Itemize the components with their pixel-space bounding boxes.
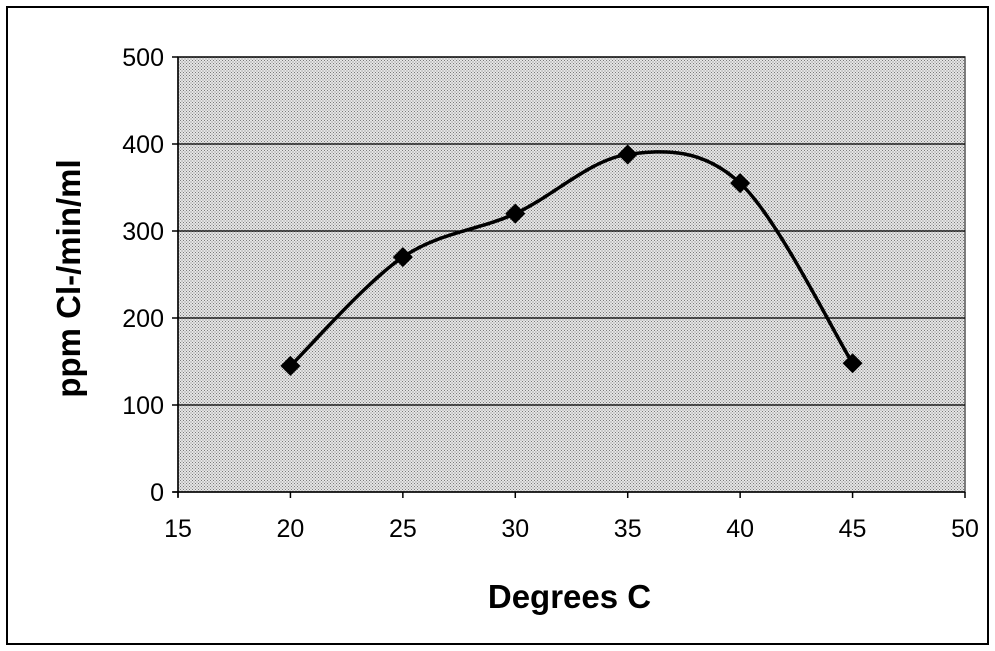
axes (172, 56, 966, 498)
data-point-3 (617, 144, 638, 165)
data-markers (280, 144, 863, 376)
data-point-2 (505, 203, 526, 224)
y-tick-label-2: 200 (122, 305, 164, 333)
y-tick-label-0: 0 (150, 479, 164, 507)
y-tick-labels: 0 100 200 300 400 500 (122, 44, 164, 507)
x-tick-label-7: 50 (951, 515, 979, 543)
x-tick-label-2: 25 (389, 515, 417, 543)
data-point-5 (842, 353, 863, 374)
x-axis-title: Degrees C (488, 578, 651, 615)
y-tick-label-1: 100 (122, 392, 164, 420)
x-tick-label-3: 30 (501, 515, 529, 543)
x-tick-label-1: 20 (277, 515, 305, 543)
chart-frame (6, 6, 989, 645)
plot-area (177, 56, 966, 493)
data-point-0 (280, 355, 301, 376)
series-line (289, 150, 855, 368)
data-point-1 (392, 247, 413, 268)
x-tick-label-5: 40 (726, 515, 754, 543)
x-tick-labels: 15 20 25 30 35 40 45 50 (164, 515, 979, 543)
y-tick-label-3: 300 (122, 218, 164, 246)
x-tick-label-0: 15 (164, 515, 192, 543)
x-tick-label-6: 45 (839, 515, 867, 543)
x-tick-label-4: 35 (614, 515, 642, 543)
gridlines (178, 56, 965, 406)
data-point-4 (730, 173, 751, 194)
y-axis-title: ppm Cl-/min/ml (50, 159, 87, 397)
y-tick-label-4: 400 (122, 131, 164, 159)
y-tick-label-5: 500 (122, 44, 164, 72)
